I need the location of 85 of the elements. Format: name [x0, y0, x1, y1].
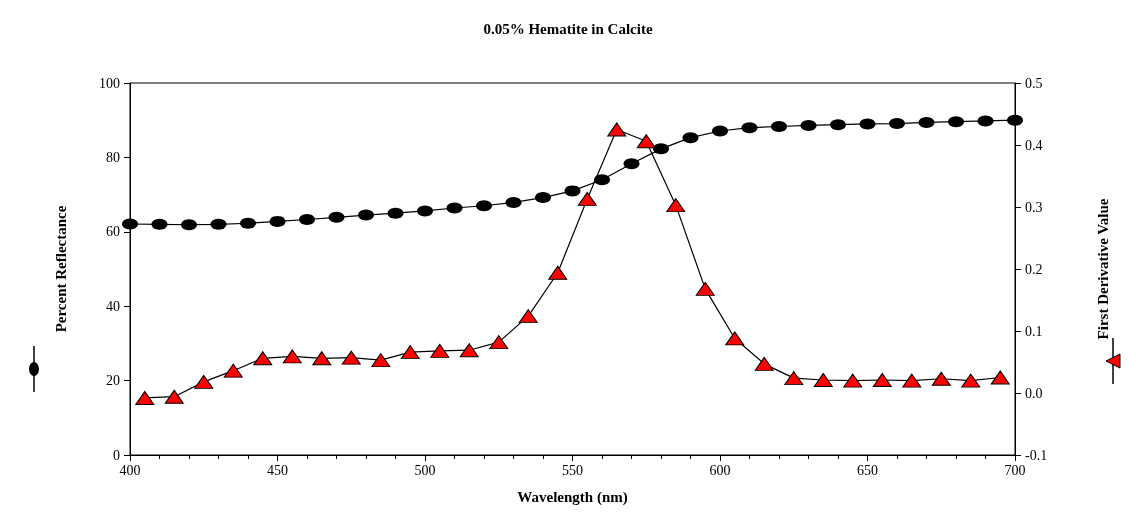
- point: [741, 122, 758, 134]
- point: [653, 143, 669, 155]
- point: [977, 115, 994, 127]
- point: [594, 174, 610, 186]
- x-tick-label: 600: [709, 462, 731, 478]
- point: [754, 356, 774, 371]
- point: [489, 335, 509, 350]
- point: [240, 217, 256, 229]
- point: [459, 343, 479, 358]
- point: [800, 119, 817, 131]
- point: [282, 349, 302, 364]
- point: [636, 134, 656, 149]
- point: [931, 371, 951, 386]
- point: [430, 343, 450, 358]
- point: [682, 132, 699, 144]
- point: [859, 118, 876, 130]
- point: [666, 198, 686, 213]
- y2-tick-label: 0.3: [1025, 199, 1043, 215]
- point: [695, 281, 715, 296]
- point: [253, 351, 273, 366]
- point: [122, 218, 138, 230]
- point: [387, 207, 404, 219]
- point: [210, 218, 227, 230]
- point: [476, 200, 492, 212]
- point: [223, 363, 243, 378]
- point: [813, 372, 833, 387]
- y-tick-label: 40: [106, 298, 120, 314]
- point: [771, 121, 787, 133]
- x-tick-label: 450: [267, 462, 288, 478]
- point: [918, 116, 935, 128]
- point: [872, 372, 892, 387]
- point: [417, 205, 433, 217]
- point: [889, 118, 905, 130]
- x-tick-label: 550: [562, 462, 583, 478]
- point: [164, 389, 184, 404]
- point: [181, 219, 197, 231]
- point: [712, 125, 728, 137]
- point: [548, 265, 568, 280]
- point: [371, 353, 391, 368]
- y2-axis-title: First Derivative Value: [1094, 198, 1111, 340]
- y2-tick-label: 0.4: [1025, 137, 1043, 153]
- y2-tick-label: 0.0: [1025, 385, 1043, 401]
- y-tick-label: 80: [106, 149, 120, 165]
- point: [577, 191, 597, 206]
- point: [784, 371, 804, 386]
- x-tick-label: 400: [119, 462, 141, 478]
- y2-tick-label: -0.1: [1025, 447, 1048, 463]
- y2-tick-label: 0.1: [1025, 323, 1043, 339]
- point: [1007, 114, 1023, 126]
- y2-tick-label: 0.5: [1025, 75, 1043, 91]
- point: [990, 370, 1010, 385]
- x-tick-label: 500: [414, 462, 436, 478]
- point: [948, 116, 964, 128]
- point: [725, 331, 745, 346]
- point: [446, 202, 463, 214]
- x-axis-title: Wavelength (nm): [517, 488, 628, 506]
- y-tick-label: 0: [113, 447, 120, 463]
- point: [269, 215, 286, 227]
- point: [518, 309, 538, 324]
- y-axis-title: Percent Reflectance: [52, 205, 69, 333]
- point: [328, 211, 345, 223]
- point: [358, 209, 374, 221]
- point: [505, 196, 522, 208]
- point: [607, 122, 627, 137]
- point: [341, 350, 361, 365]
- point: [194, 374, 214, 389]
- point: [623, 158, 640, 170]
- y-tick-label: 60: [106, 224, 120, 240]
- point: [961, 373, 981, 388]
- point: [902, 373, 922, 388]
- y-tick-label: 20: [106, 373, 120, 389]
- point: [151, 218, 168, 230]
- point: [299, 214, 315, 226]
- point: [400, 345, 420, 360]
- x-tick-label: 700: [1004, 462, 1026, 478]
- x-tick-label: 650: [857, 462, 878, 478]
- point: [564, 185, 581, 197]
- point: [830, 119, 846, 131]
- point: [535, 192, 551, 204]
- y-tick-label: 100: [99, 75, 120, 91]
- point: [843, 373, 863, 388]
- y2-tick-label: 0.2: [1025, 261, 1043, 277]
- chart-title: 0.05% Hematite in Calcite: [483, 20, 653, 37]
- point: [135, 390, 155, 405]
- point: [312, 351, 332, 366]
